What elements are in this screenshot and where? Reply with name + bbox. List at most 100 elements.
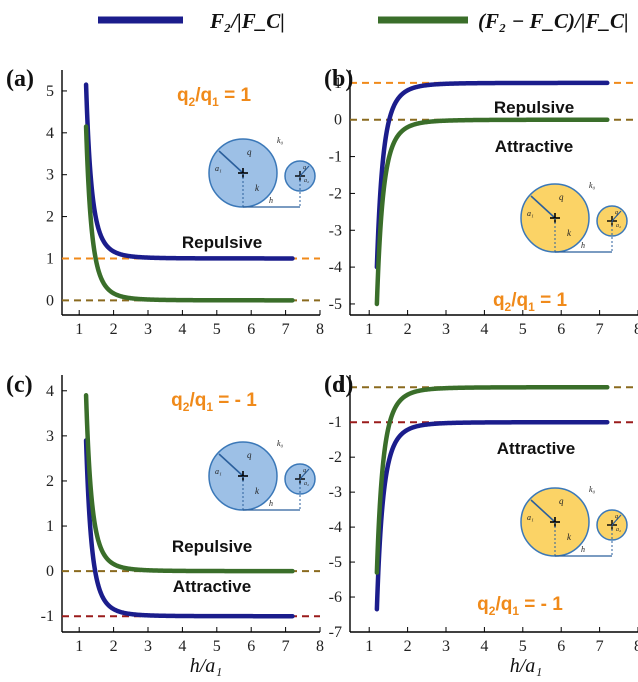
y-tick-label: -2 <box>329 449 342 466</box>
radius-arrow <box>218 150 244 174</box>
inset-label-q: q <box>247 450 252 460</box>
force-annotation: Attractive <box>497 439 575 458</box>
ratio-part: 1 <box>212 95 219 109</box>
force-annotation: Attractive <box>173 577 251 596</box>
ratio-part: q <box>477 594 489 615</box>
ratio-part: /q <box>511 290 528 311</box>
series-line-green <box>374 385 610 575</box>
inset-label-q2: q <box>615 514 618 520</box>
ratio-part: 2 <box>489 604 496 618</box>
ratio-part: q <box>493 290 505 311</box>
y-tick-label: 3 <box>46 167 54 184</box>
ratio-part: q <box>177 85 189 106</box>
y-tick-label: 1 <box>46 250 54 267</box>
inset-label-a1: a₁ <box>215 467 222 476</box>
sphere-inset-diagram: q a₁ k k₀ h q a₂ <box>520 485 628 557</box>
inset-label-a1: a₁ <box>527 209 534 218</box>
sphere-inset-diagram: q a₁ k k₀ h q a₂ <box>520 181 628 253</box>
y-tick-label: -1 <box>41 608 54 625</box>
radius2-arrow <box>299 165 310 177</box>
x-tick-label: 1 <box>75 321 83 338</box>
x-tick-label: 8 <box>634 638 638 655</box>
x-tick-label: 2 <box>404 321 412 338</box>
y-tick-label: 0 <box>46 292 54 309</box>
x-tick-label: 8 <box>316 321 324 338</box>
inset-label-a2: a₂ <box>616 527 621 533</box>
y-tick-label: -1 <box>329 149 342 166</box>
ratio-part: /q <box>189 390 206 411</box>
x-tick-label: 4 <box>480 638 488 655</box>
x-tick-label: 5 <box>213 638 221 655</box>
force-annotation: Repulsive <box>182 233 262 252</box>
ratio-part: 2 <box>189 95 196 109</box>
inset-label-a2: a₂ <box>616 223 621 229</box>
y-tick-label: -7 <box>329 624 342 641</box>
x-tick-label: 1 <box>365 638 373 655</box>
y-tick-label: -2 <box>329 185 342 202</box>
x-axis-label-left: h/a₁ <box>190 655 223 677</box>
ratio-part: /q <box>495 594 512 615</box>
x-tick-label: 1 <box>365 321 373 338</box>
y-tick-label: -3 <box>329 222 342 239</box>
y-tick-label: -6 <box>329 589 342 606</box>
radius2-arrow <box>299 468 310 480</box>
panel-label: (b) <box>324 66 353 92</box>
force-annotation: Repulsive <box>494 98 574 117</box>
ratio-part: = 1 <box>219 85 252 106</box>
x-tick-label: 6 <box>557 321 565 338</box>
x-tick-label: 7 <box>282 638 290 655</box>
x-axis-label-right: h/a₁ <box>510 655 543 677</box>
inset-label-k0: k₀ <box>277 136 284 145</box>
y-tick-label: -5 <box>329 296 342 313</box>
y-tick-label: 1 <box>334 75 342 92</box>
sphere-inset-diagram: q a₁ k k₀ h q a₂ <box>208 136 316 208</box>
series-line-blue <box>83 82 295 261</box>
panel-b: 1 2 3 4 5 6 7 810-1-2-3-4-5(b)q2/q1 = 1Repulsiv… <box>324 66 638 338</box>
force-annotation: Attractive <box>495 137 573 156</box>
radius2-arrow <box>611 210 622 222</box>
x-tick-label: 3 <box>144 321 152 338</box>
panel-label: (a) <box>6 66 34 92</box>
x-tick-label: 3 <box>144 638 152 655</box>
inset-label-q: q <box>559 192 564 202</box>
y-tick-label: -4 <box>329 259 342 276</box>
charge-ratio-label: q2/q1 = - 1 <box>477 594 563 618</box>
inset-label-h: h <box>269 499 273 508</box>
x-tick-label: 5 <box>213 321 221 338</box>
panel-label: (d) <box>324 372 353 398</box>
charge-ratio-label: q2/q1 = 1 <box>177 85 252 109</box>
y-tick-label: 0 <box>334 112 342 129</box>
ratio-part: 1 <box>206 400 213 414</box>
y-tick-label: -1 <box>329 414 342 431</box>
inset-label-q: q <box>559 496 564 506</box>
x-tick-label: 8 <box>316 638 324 655</box>
radius-arrow <box>218 453 244 477</box>
inset-label-h: h <box>581 545 585 554</box>
x-tick-label: 4 <box>178 321 186 338</box>
x-tick-label: 5 <box>519 638 527 655</box>
y-tick-label: -4 <box>329 519 342 536</box>
ratio-part: 1 <box>512 604 519 618</box>
radius2-arrow <box>611 514 622 526</box>
x-tick-label: 2 <box>110 638 118 655</box>
x-tick-label: 7 <box>596 638 604 655</box>
inset-label-k0: k₀ <box>277 439 284 448</box>
series-line-blue <box>83 438 295 619</box>
charge-ratio-label: q2/q1 = 1 <box>493 290 568 314</box>
inset-label-k: k <box>567 228 572 238</box>
series-line-blue <box>374 80 610 270</box>
ratio-part: q <box>171 390 183 411</box>
ratio-part: = 1 <box>535 290 568 311</box>
x-tick-label: 7 <box>282 321 290 338</box>
inset-label-h: h <box>581 241 585 250</box>
x-tick-label: 4 <box>178 638 186 655</box>
y-tick-label: 4 <box>46 125 54 142</box>
y-tick-label: -5 <box>329 554 342 571</box>
x-tick-label: 3 <box>442 638 450 655</box>
ratio-part: 2 <box>505 300 512 314</box>
radius-arrow <box>530 499 556 523</box>
x-tick-label: 2 <box>404 638 412 655</box>
ratio-part: 1 <box>528 300 535 314</box>
